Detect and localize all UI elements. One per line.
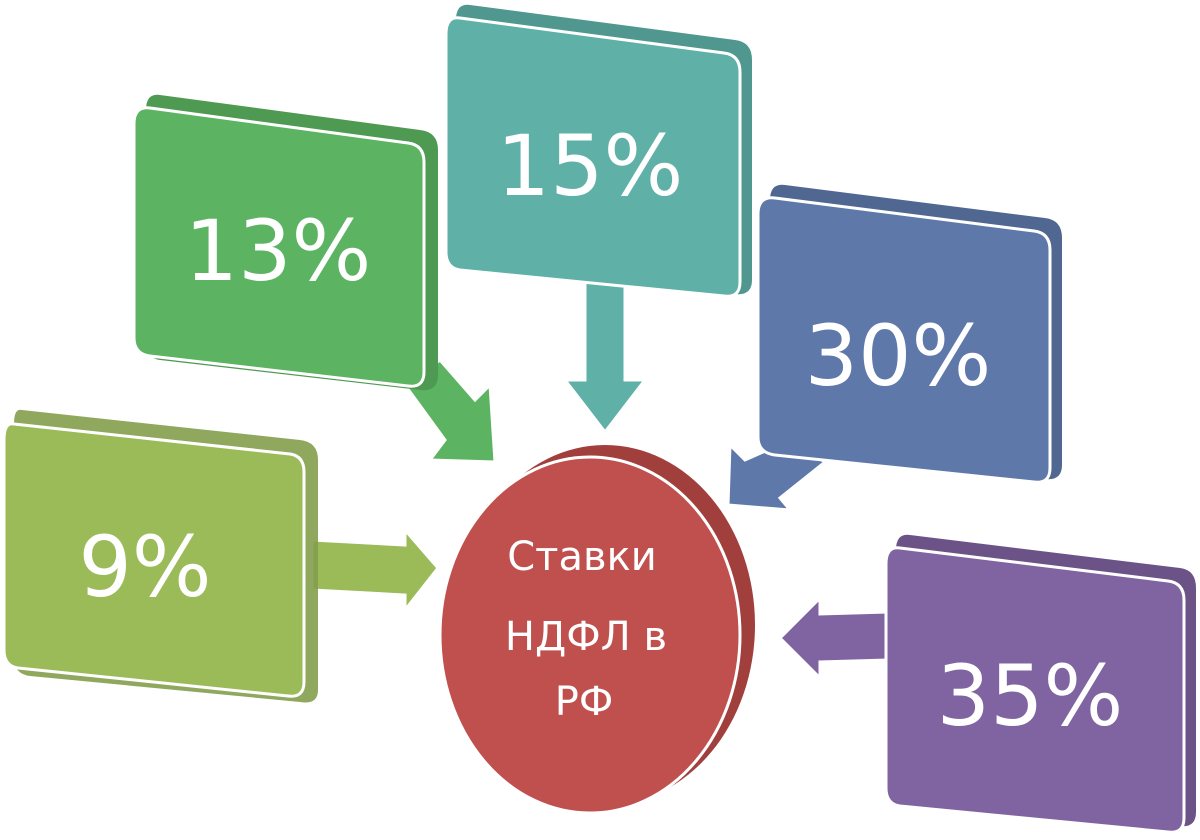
- rate-label-30: 30%: [805, 307, 992, 405]
- center-line-3: РФ: [555, 679, 614, 725]
- center-line-2: НДФЛ в: [505, 614, 667, 660]
- rate-label-13: 13%: [185, 202, 372, 300]
- center-circle: Ставки НДФЛ в РФ: [438, 445, 755, 815]
- arrow-15: [561, 278, 649, 435]
- arrow-9: [310, 525, 440, 615]
- rate-box-9: 9%: [2, 409, 318, 703]
- arrow-35: [777, 594, 890, 682]
- rate-box-13: 13%: [132, 94, 438, 391]
- rate-label-35: 35%: [937, 647, 1124, 745]
- center-line-1: Ставки: [507, 534, 656, 580]
- rate-label-9: 9%: [78, 518, 211, 616]
- rate-box-35: 35%: [884, 534, 1196, 834]
- rate-label-15: 15%: [497, 117, 684, 215]
- rate-box-15: 15%: [444, 4, 752, 298]
- rate-box-30: 30%: [756, 184, 1062, 484]
